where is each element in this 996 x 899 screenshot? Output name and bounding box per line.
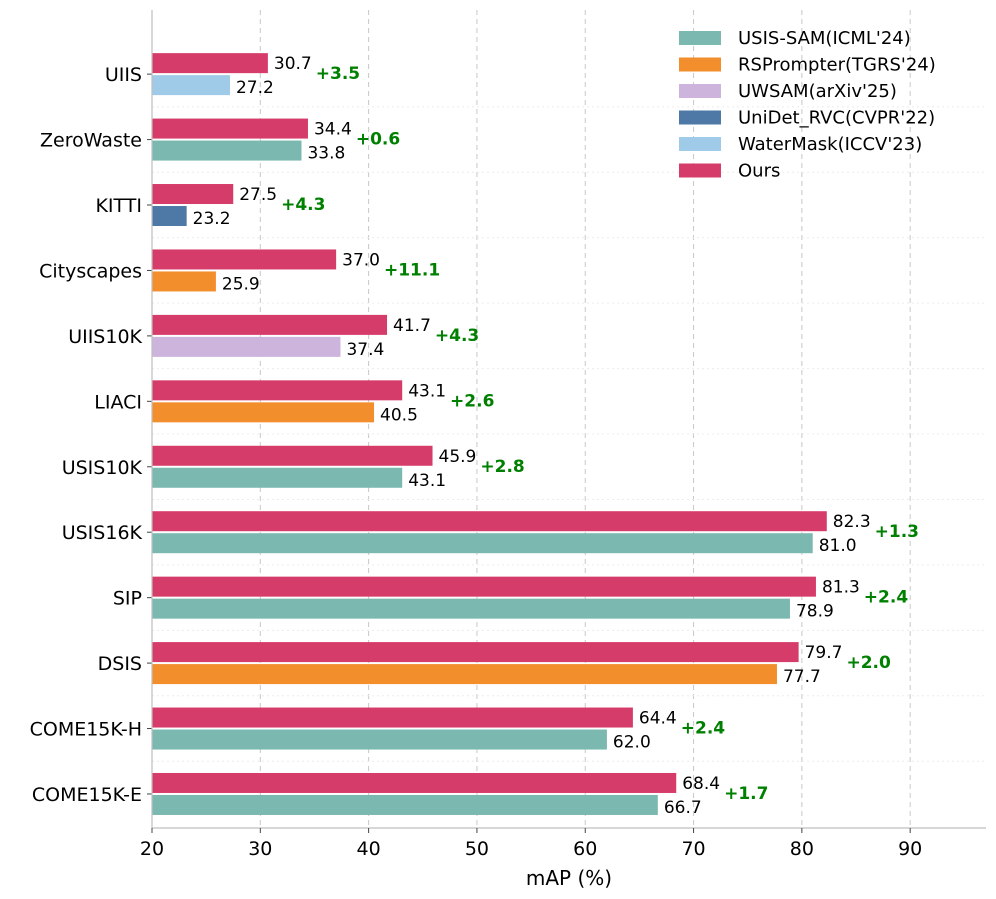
axes <box>147 10 986 833</box>
y-tick-label-dsis: DSIS <box>98 653 142 675</box>
delta-label-sip: +2.4 <box>864 588 909 608</box>
y-tick-label-sip: SIP <box>113 588 142 610</box>
delta-label-cityscapes: +11.1 <box>384 260 440 280</box>
value-label-ours-come15k-e: 68.4 <box>682 774 720 794</box>
legend-swatch-watermask-iccv-23 <box>679 137 721 151</box>
delta-label-come15k-h: +2.4 <box>681 719 726 739</box>
delta-label-come15k-e: +1.7 <box>724 784 768 804</box>
y-tick-label-come15k-h: COME15K-H <box>30 719 142 741</box>
value-label-baseline-uiis: 27.2 <box>236 78 274 98</box>
bar-ours-usis16k <box>152 511 827 532</box>
x-tick-label-90: 90 <box>898 838 922 860</box>
value-label-ours-dsis: 79.7 <box>805 643 843 663</box>
value-label-ours-zerowaste: 34.4 <box>314 120 352 140</box>
legend-label-uwsam-arxiv-25: UWSAM(arXiv'25) <box>738 81 897 102</box>
legend-swatch-unidet-rvc-cvpr-22 <box>679 110 721 125</box>
bar-baseline-kitti <box>152 206 187 227</box>
bar-ours-cityscapes <box>152 249 337 270</box>
y-tick-labels: UIIS ZeroWaste KITTI Cityscapes UIIS10K LIACI… <box>30 64 143 806</box>
x-tick-labels: 20 30 40 50 60 70 80 90 <box>140 838 922 860</box>
delta-label-usis10k: +2.8 <box>480 457 524 477</box>
value-label-ours-uiis10k: 41.7 <box>393 316 431 336</box>
legend-label-rsprompter-tgrs-24: RSPrompter(TGRS'24) <box>738 55 936 76</box>
legend-swatch-rsprompter-tgrs-24 <box>679 57 721 72</box>
value-label-baseline-come15k-e: 66.7 <box>664 798 702 818</box>
value-label-ours-cityscapes: 37.0 <box>342 250 380 270</box>
value-label-ours-usis10k: 45.9 <box>439 447 477 467</box>
value-label-baseline-uiis10k: 37.4 <box>346 340 384 360</box>
x-axis-title: mAP (%) <box>526 866 612 890</box>
bar-ours-usis10k <box>152 445 433 466</box>
bar-baseline-sip <box>152 598 790 619</box>
y-tick-label-kitti: KITTI <box>95 195 142 217</box>
legend-label-ours: Ours <box>738 161 780 182</box>
bar-ours-uiis <box>152 53 268 74</box>
bar-baseline-cityscapes <box>152 271 216 292</box>
y-tick-label-uiis: UIIS <box>105 64 142 86</box>
legend-label-unidet-rvc-cvpr-22: UniDet_RVC(CVPR'22) <box>738 108 935 129</box>
value-label-baseline-sip: 78.9 <box>796 602 834 622</box>
bar-ours-kitti <box>152 184 234 205</box>
bar-baseline-liaci <box>152 402 375 423</box>
value-label-baseline-kitti: 23.2 <box>193 209 231 229</box>
legend-label-watermask-iccv-23: WaterMask(ICCV'23) <box>738 134 922 155</box>
y-tick-label-zerowaste: ZeroWaste <box>40 130 142 152</box>
delta-label-usis16k: +1.3 <box>875 522 919 542</box>
x-tick-label-30: 30 <box>248 838 272 860</box>
x-tick-label-50: 50 <box>465 838 489 860</box>
bars: 30.727.2 +3.5 34.4 33.8 +0.6 27.5 23.2 +4.3 37.0… <box>152 53 919 818</box>
x-tick-label-40: 40 <box>357 838 381 860</box>
value-label-baseline-zerowaste: 33.8 <box>307 144 345 164</box>
legend: USIS-SAM(ICML'24) RSPrompter(TGRS'24) UWSA… <box>679 28 936 182</box>
legend-swatch-ours <box>679 163 721 178</box>
y-tick-label-liaci: LIACI <box>94 391 142 413</box>
legend-label-usis-sam-icml-24: USIS-SAM(ICML'24) <box>738 28 911 49</box>
y-tick-label-uiis10k: UIIS10K <box>68 326 142 348</box>
legend-swatch-uwsam-arxiv-25 <box>679 84 721 98</box>
delta-label-uiis: +3.5 <box>316 64 360 84</box>
value-label-ours-come15k-h: 64.4 <box>639 709 677 729</box>
x-tick-label-60: 60 <box>573 838 597 860</box>
bar-ours-sip <box>152 576 816 597</box>
value-label-ours-usis16k: 82.3 <box>833 512 871 532</box>
delta-label-uiis10k: +4.3 <box>435 326 479 346</box>
bar-baseline-come15k-e <box>152 794 658 815</box>
value-label-baseline-liaci: 40.5 <box>380 405 418 425</box>
bar-ours-dsis <box>152 642 799 663</box>
value-label-ours-sip: 81.3 <box>822 578 860 598</box>
value-label-ours-liaci: 43.1 <box>408 381 446 401</box>
delta-label-zerowaste: +0.6 <box>356 130 400 150</box>
bar-baseline-dsis <box>152 664 777 685</box>
bar-ours-zerowaste <box>152 118 308 139</box>
y-tick-label-usis10k: USIS10K <box>62 457 143 479</box>
legend-swatch-usis-sam-icml-24 <box>679 31 721 45</box>
bar-ours-liaci <box>152 380 403 401</box>
delta-label-kitti: +4.3 <box>281 195 325 215</box>
value-label-baseline-usis16k: 81.0 <box>819 536 857 556</box>
bar-baseline-uiis10k <box>152 336 341 357</box>
value-label-baseline-dsis: 77.7 <box>783 667 821 687</box>
x-tick-label-80: 80 <box>790 838 814 860</box>
value-label-baseline-cityscapes: 25.9 <box>222 274 260 294</box>
delta-label-liaci: +2.6 <box>450 391 494 411</box>
value-label-baseline-usis10k: 43.1 <box>408 471 446 491</box>
bar-baseline-usis16k <box>152 533 813 554</box>
x-tick-label-70: 70 <box>681 838 705 860</box>
x-tick-label-20: 20 <box>140 838 164 860</box>
bar-baseline-zerowaste <box>152 140 302 161</box>
delta-label-dsis: +2.0 <box>846 653 891 673</box>
value-label-ours-kitti: 27.5 <box>239 185 277 205</box>
bar-ours-come15k-h <box>152 707 633 728</box>
y-tick-label-cityscapes: Cityscapes <box>39 260 142 282</box>
value-label-ours-uiis: 30.7 <box>274 54 312 74</box>
bar-baseline-come15k-h <box>152 729 607 750</box>
value-label-baseline-come15k-h: 62.0 <box>613 733 651 753</box>
bar-ours-uiis10k <box>152 314 388 335</box>
y-tick-label-usis16k: USIS16K <box>62 522 143 544</box>
y-tick-label-come15k-e: COME15K-E <box>32 784 142 806</box>
bar-ours-come15k-e <box>152 772 677 793</box>
bar-baseline-usis10k <box>152 467 403 488</box>
bar-baseline-uiis <box>152 75 230 96</box>
